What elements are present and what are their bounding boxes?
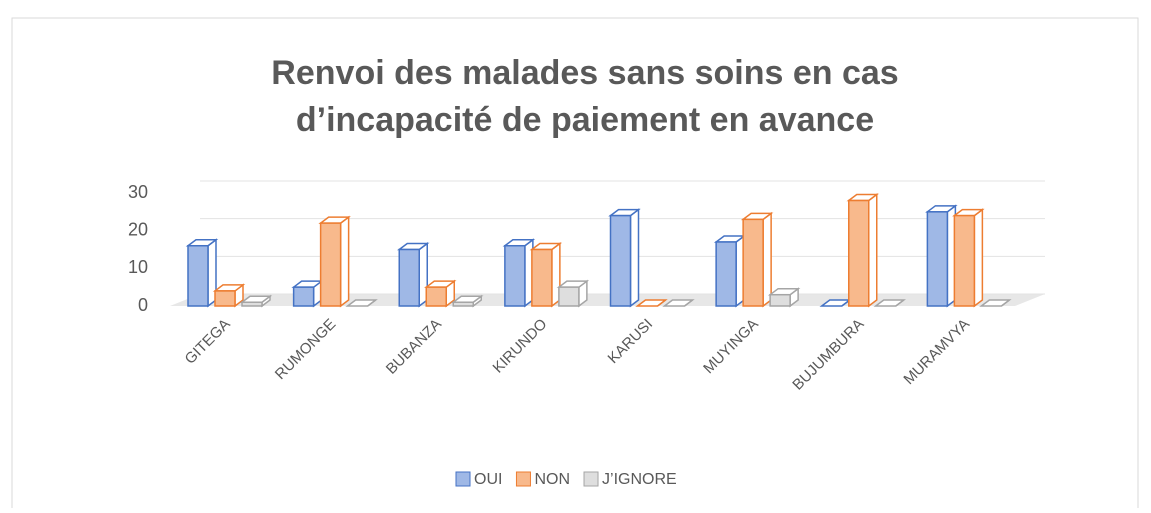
- bar: [715, 241, 737, 307]
- legend-swatch: [583, 471, 599, 487]
- legend-swatch: [515, 471, 531, 487]
- legend-swatch: [455, 471, 471, 487]
- bar-side: [868, 193, 878, 308]
- bar: [452, 301, 474, 307]
- bar: [504, 244, 526, 307]
- bar-top: [873, 299, 906, 307]
- bar: [214, 290, 236, 307]
- bar: [742, 218, 764, 307]
- y-tick-label: 30: [128, 182, 148, 202]
- legend-label: J’IGNORE: [602, 471, 677, 488]
- bar: [292, 286, 315, 307]
- bar-top: [979, 299, 1012, 307]
- bar-top: [635, 299, 668, 307]
- bar-side: [339, 215, 350, 308]
- legend-label: NON: [534, 471, 570, 488]
- bar-top: [662, 299, 695, 307]
- bar-side: [762, 211, 772, 308]
- bar: [531, 248, 553, 307]
- chart-title: Renvoi des malades sans soins en cas: [271, 54, 898, 92]
- bar: [953, 214, 976, 307]
- bar: [319, 222, 342, 307]
- y-tick-label: 10: [128, 257, 148, 277]
- bar: [848, 199, 870, 307]
- bar-side: [973, 208, 984, 308]
- bar: [769, 293, 791, 307]
- bar-side: [629, 208, 640, 308]
- bar: [558, 286, 580, 307]
- bar: [187, 244, 209, 307]
- legend-label: OUI: [474, 471, 502, 488]
- bar: [241, 301, 263, 307]
- chart-title: d’incapacité de paiement en avance: [296, 101, 874, 139]
- bar-top: [345, 299, 378, 307]
- y-tick-label: 20: [128, 219, 148, 239]
- bar: [609, 214, 632, 307]
- bar: [425, 286, 447, 307]
- bar: [926, 211, 949, 307]
- bar: [398, 248, 420, 307]
- y-tick-label: 0: [138, 295, 148, 315]
